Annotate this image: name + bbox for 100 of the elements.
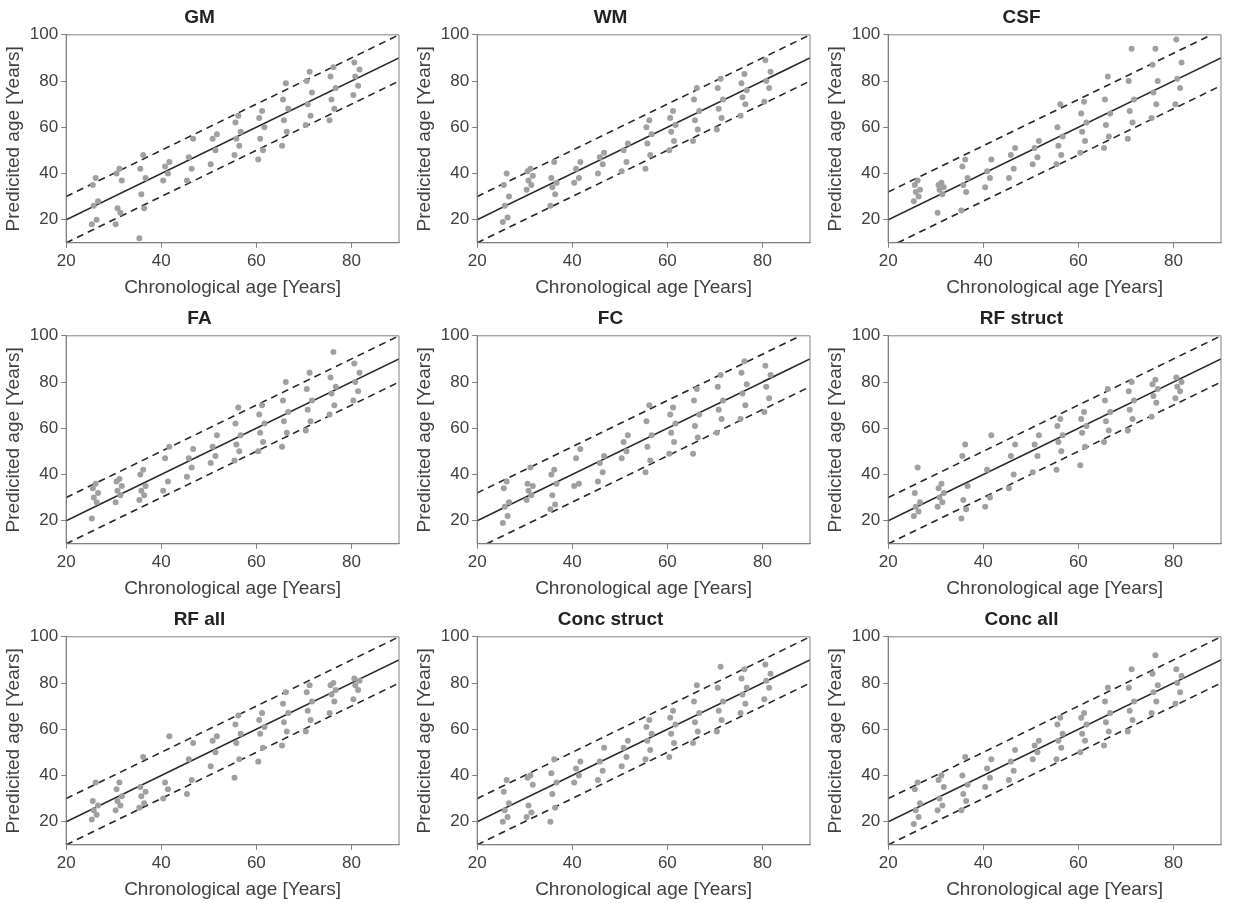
y-axis-title: Predicited age [Years] [412,648,434,834]
x-tick-label: 40 [151,852,171,872]
x-tick-label: 60 [1068,551,1088,571]
y-tick-label: 80 [450,371,470,391]
y-axis-title: Predicited age [Years] [412,347,434,533]
y-axis-title: Predicited age [Years] [1,46,23,232]
y-tick-label: 60 [39,417,59,437]
y-tick-label: 100 [29,626,59,646]
y-tick-label: 100 [851,24,881,44]
y-tick-label: 80 [861,70,881,90]
x-tick-label: 40 [973,551,993,571]
x-tick-label: 60 [657,551,677,571]
x-tick-label: 20 [56,551,76,571]
y-tick-label: 60 [450,417,470,437]
y-tick-label: 20 [861,510,881,530]
y-tick-label: 40 [861,765,881,785]
y-tick-label: 80 [39,70,59,90]
x-tick-label: 80 [1163,551,1183,571]
x-tick-label: 80 [1163,250,1183,270]
y-tick-label: 60 [39,718,59,738]
y-axis-title: Predicited age [Years] [823,347,845,533]
chart-title: RF struct [979,306,1064,328]
x-tick-label: 80 [341,250,361,270]
x-axis-title: Chronological age [Years] [535,576,753,598]
x-tick-label: 60 [1068,250,1088,270]
y-tick-label: 20 [39,811,59,831]
y-tick-label: 40 [450,464,470,484]
x-tick-label: 20 [878,551,898,571]
x-tick-label: 60 [246,852,266,872]
x-tick-label: 80 [752,250,772,270]
y-tick-label: 100 [440,325,470,345]
y-axis-title: Predicited age [Years] [1,648,23,834]
x-tick-label: 20 [878,852,898,872]
y-tick-label: 40 [450,765,470,785]
y-tick-label: 100 [29,24,59,44]
chart-title: Conc struct [557,607,664,629]
x-tick-label: 20 [56,852,76,872]
y-tick-label: 80 [39,371,59,391]
x-tick-label: 60 [657,250,677,270]
y-axis-title: Predicited age [Years] [1,347,23,533]
chart-title: CSF [1002,5,1041,27]
x-axis-title: Chronological age [Years] [124,877,342,899]
y-tick-label: 40 [450,163,470,183]
chart-title: FA [187,306,212,328]
y-tick-label: 40 [39,464,59,484]
x-tick-label: 80 [341,852,361,872]
chart-title: WM [593,5,628,27]
y-tick-label: 60 [39,116,59,136]
x-axis-title: Chronological age [Years] [946,877,1164,899]
x-tick-label: 40 [562,551,582,571]
x-axis-title: Chronological age [Years] [124,275,342,297]
x-tick-label: 40 [562,852,582,872]
y-tick-label: 20 [861,209,881,229]
y-tick-label: 80 [450,70,470,90]
y-tick-label: 100 [851,325,881,345]
x-axis-title: Chronological age [Years] [535,275,753,297]
x-tick-label: 80 [752,852,772,872]
y-tick-label: 100 [440,626,470,646]
y-tick-label: 20 [450,209,470,229]
chart-title: RF all [173,607,226,629]
y-tick-label: 20 [450,811,470,831]
y-tick-label: 60 [861,718,881,738]
y-tick-label: 100 [440,24,470,44]
x-tick-label: 20 [467,250,487,270]
chart-title: GM [184,5,215,27]
x-tick-label: 60 [246,250,266,270]
x-axis-title: Chronological age [Years] [946,576,1164,598]
y-tick-label: 60 [450,718,470,738]
y-tick-label: 80 [861,371,881,391]
y-tick-label: 20 [39,510,59,530]
x-tick-label: 20 [467,551,487,571]
y-tick-label: 20 [450,510,470,530]
y-tick-label: 20 [39,209,59,229]
y-tick-label: 100 [29,325,59,345]
x-axis-title: Chronological age [Years] [946,275,1164,297]
x-tick-label: 20 [467,852,487,872]
y-tick-label: 60 [861,417,881,437]
x-tick-label: 40 [151,551,171,571]
x-tick-label: 20 [878,250,898,270]
y-tick-label: 100 [851,626,881,646]
x-tick-label: 80 [341,551,361,571]
x-tick-label: 60 [1068,852,1088,872]
chart-title: FC [597,306,624,328]
x-tick-label: 60 [657,852,677,872]
y-tick-label: 40 [39,765,59,785]
x-tick-label: 60 [246,551,266,571]
y-tick-label: 40 [861,163,881,183]
chart-title: Conc all [984,607,1059,629]
y-tick-label: 40 [39,163,59,183]
x-tick-label: 40 [562,250,582,270]
x-tick-label: 80 [752,551,772,571]
x-tick-label: 40 [151,250,171,270]
x-tick-label: 40 [973,250,993,270]
y-tick-label: 80 [450,672,470,692]
y-axis-title: Predicited age [Years] [412,46,434,232]
y-tick-label: 20 [861,811,881,831]
y-tick-label: 40 [861,464,881,484]
y-tick-label: 60 [861,116,881,136]
y-axis-title: Predicited age [Years] [823,46,845,232]
x-axis-title: Chronological age [Years] [124,576,342,598]
